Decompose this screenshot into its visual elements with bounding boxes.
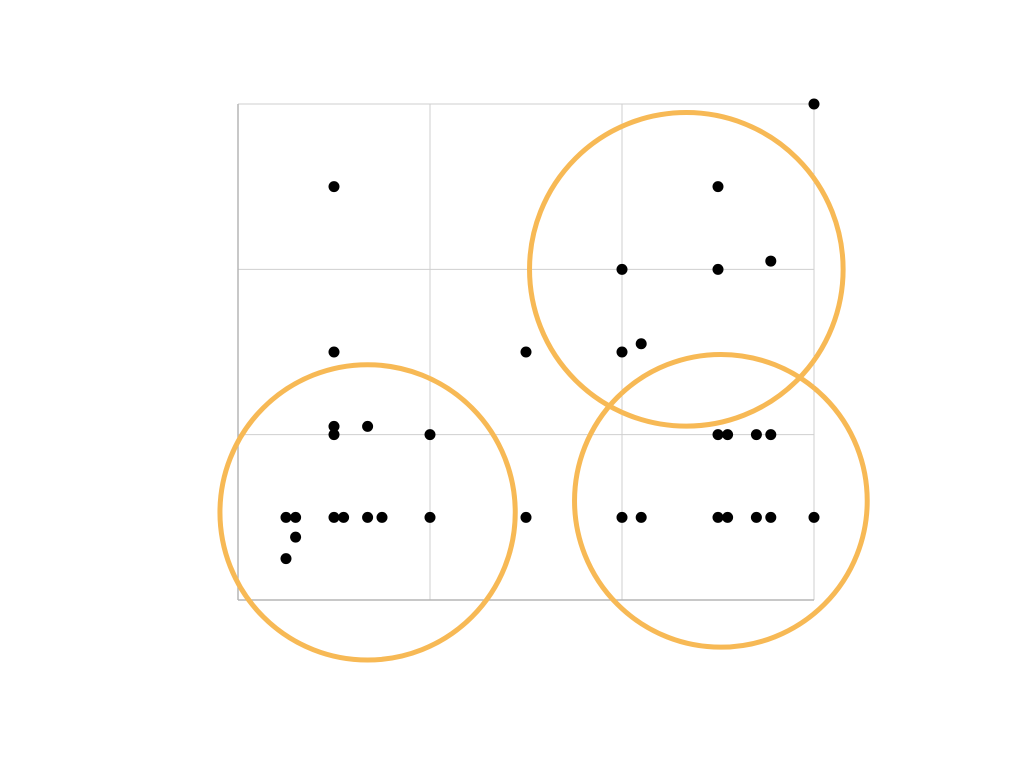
data-point: [328, 511, 340, 523]
data-point: [280, 553, 292, 565]
data-point: [424, 511, 436, 523]
data-point: [280, 511, 292, 523]
cluster-annotations: [217, 110, 870, 663]
cluster-annotation-circle: [572, 351, 870, 650]
cluster-annotation-circle: [217, 362, 518, 663]
data-point: [722, 511, 734, 523]
data-point: [290, 531, 302, 543]
data-points: [280, 98, 820, 565]
data-point: [328, 429, 340, 441]
data-point: [808, 511, 820, 523]
data-point: [635, 338, 647, 350]
data-point: [338, 511, 350, 523]
data-point: [750, 511, 762, 523]
data-point: [328, 181, 340, 193]
data-point: [712, 429, 724, 441]
data-point: [808, 98, 820, 110]
data-point: [376, 511, 388, 523]
data-point: [520, 511, 532, 523]
data-point: [765, 255, 777, 267]
data-point: [712, 511, 724, 523]
data-point: [328, 346, 340, 358]
data-point: [765, 429, 777, 441]
data-point: [520, 346, 532, 358]
data-point: [616, 511, 628, 523]
data-point: [362, 420, 374, 432]
data-point: [328, 420, 340, 432]
data-point: [635, 511, 647, 523]
axes: [237, 104, 814, 601]
data-point: [765, 511, 777, 523]
cluster-annotation-circle: [527, 110, 846, 429]
data-point: [616, 346, 628, 358]
data-point: [290, 511, 302, 523]
data-point: [616, 263, 628, 275]
data-point: [362, 511, 374, 523]
data-point: [424, 429, 436, 441]
data-point: [712, 181, 724, 193]
data-point: [750, 429, 762, 441]
data-point: [722, 429, 734, 441]
data-point: [712, 263, 724, 275]
